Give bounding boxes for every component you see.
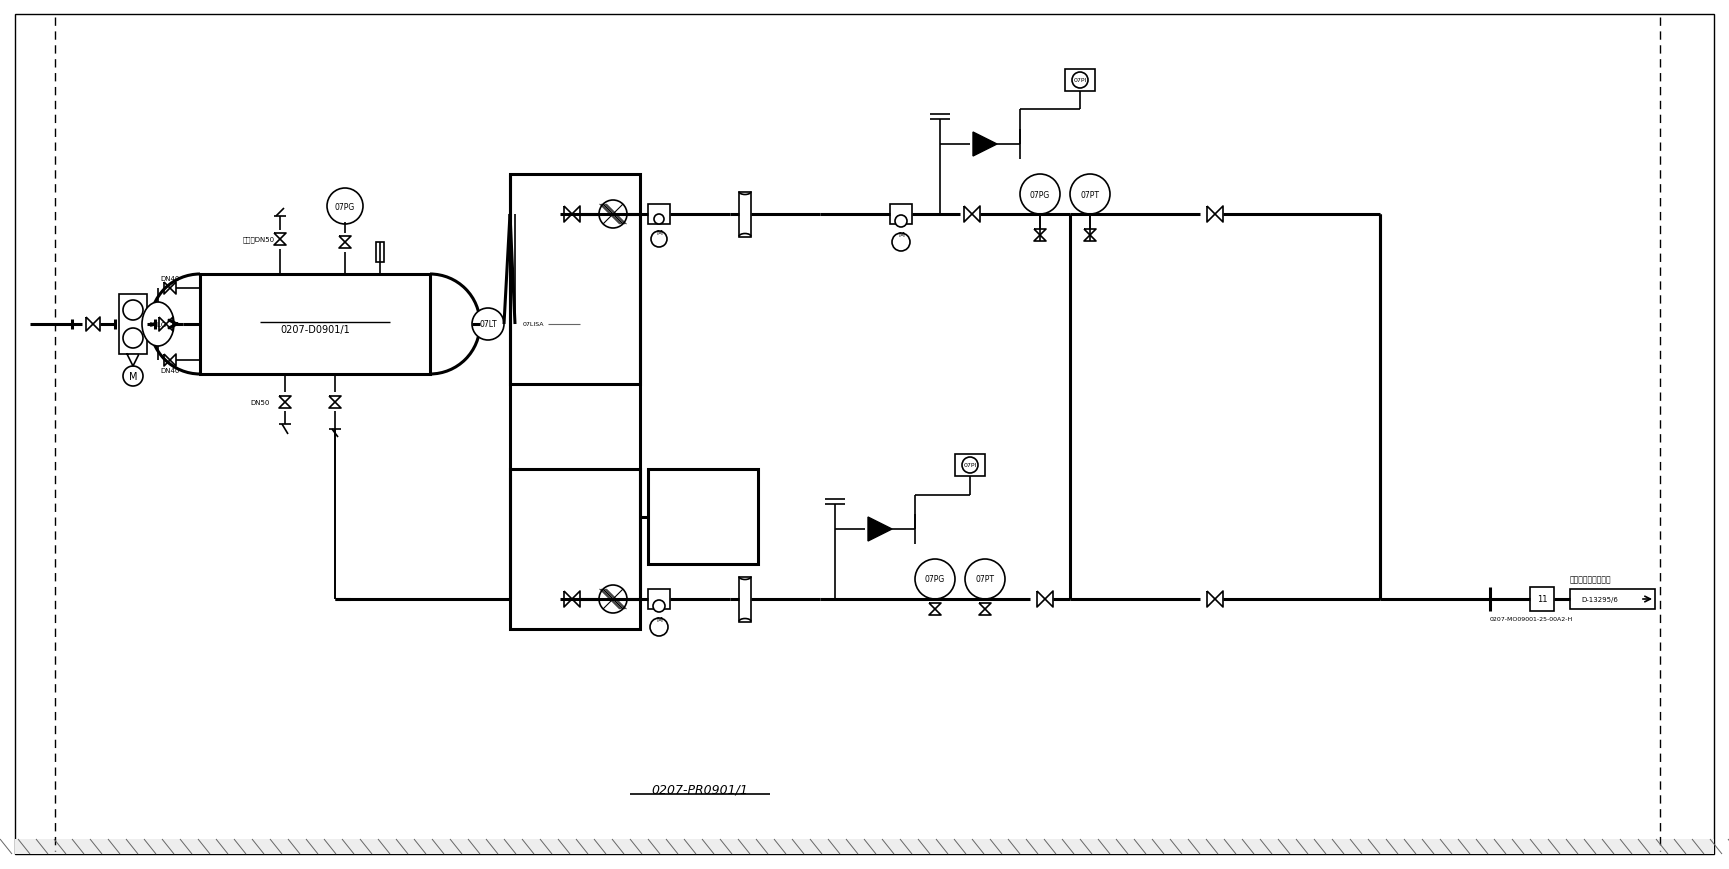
Circle shape bbox=[123, 328, 144, 348]
Bar bbox=[890, 205, 911, 225]
Text: 07PT: 07PT bbox=[1081, 190, 1100, 199]
Bar bbox=[119, 295, 147, 355]
Text: D-13295/6: D-13295/6 bbox=[1582, 596, 1618, 602]
Circle shape bbox=[522, 315, 543, 335]
Circle shape bbox=[652, 232, 667, 248]
Bar bbox=[201, 275, 431, 375]
Text: 0207-D0901/1: 0207-D0901/1 bbox=[280, 325, 349, 335]
Text: 07LT: 07LT bbox=[479, 320, 496, 329]
Bar bbox=[738, 577, 750, 622]
Text: 07PI: 07PI bbox=[963, 463, 977, 468]
Bar bbox=[16, 839, 1713, 854]
Bar bbox=[738, 192, 750, 237]
Circle shape bbox=[654, 215, 664, 225]
Text: 07PT: 07PT bbox=[975, 574, 994, 584]
Circle shape bbox=[965, 560, 1005, 600]
Circle shape bbox=[896, 216, 908, 228]
Bar bbox=[648, 469, 757, 564]
Polygon shape bbox=[126, 355, 138, 367]
Text: M: M bbox=[128, 372, 137, 381]
Circle shape bbox=[915, 560, 954, 600]
Circle shape bbox=[123, 367, 144, 387]
Circle shape bbox=[472, 308, 503, 341]
Circle shape bbox=[892, 234, 909, 252]
Bar bbox=[510, 469, 640, 629]
Circle shape bbox=[123, 301, 144, 321]
Text: 07LG: 07LG bbox=[149, 322, 168, 328]
Circle shape bbox=[654, 600, 666, 613]
Text: 0207-PR0901/1: 0207-PR0901/1 bbox=[652, 783, 749, 796]
Text: 11: 11 bbox=[1537, 594, 1547, 604]
Circle shape bbox=[1070, 175, 1110, 215]
Circle shape bbox=[1020, 175, 1060, 215]
Bar bbox=[1570, 589, 1655, 609]
Circle shape bbox=[650, 618, 667, 636]
Circle shape bbox=[1072, 73, 1088, 89]
Bar bbox=[1065, 70, 1094, 92]
Text: 0207-MO09001-25-00A2-H: 0207-MO09001-25-00A2-H bbox=[1490, 617, 1573, 622]
Text: DN40: DN40 bbox=[161, 368, 180, 374]
Text: 注氯口DN50: 注氯口DN50 bbox=[242, 236, 275, 243]
Bar bbox=[954, 454, 986, 476]
Bar bbox=[1530, 587, 1554, 611]
Text: 07PG: 07PG bbox=[335, 202, 354, 211]
Text: 07PG: 07PG bbox=[1030, 190, 1050, 199]
Polygon shape bbox=[868, 517, 892, 541]
Text: M: M bbox=[655, 616, 662, 622]
Polygon shape bbox=[973, 133, 998, 156]
Text: 07LISA: 07LISA bbox=[522, 322, 543, 327]
Circle shape bbox=[598, 201, 628, 229]
Bar bbox=[510, 175, 640, 385]
Bar bbox=[648, 205, 671, 225]
Text: 07PG: 07PG bbox=[925, 574, 946, 584]
Text: 去外輸管道平衡加注: 去外輸管道平衡加注 bbox=[1570, 574, 1611, 584]
Circle shape bbox=[327, 189, 363, 225]
Bar bbox=[648, 589, 671, 609]
Bar bbox=[375, 242, 384, 262]
Text: M: M bbox=[897, 232, 904, 238]
Circle shape bbox=[598, 586, 628, 614]
Text: M: M bbox=[655, 229, 662, 235]
Text: 07PI: 07PI bbox=[1074, 78, 1088, 83]
Circle shape bbox=[961, 457, 979, 474]
Bar bbox=[519, 310, 548, 339]
Ellipse shape bbox=[142, 302, 175, 347]
Text: DN40: DN40 bbox=[161, 275, 180, 282]
Text: DN50: DN50 bbox=[251, 400, 270, 406]
